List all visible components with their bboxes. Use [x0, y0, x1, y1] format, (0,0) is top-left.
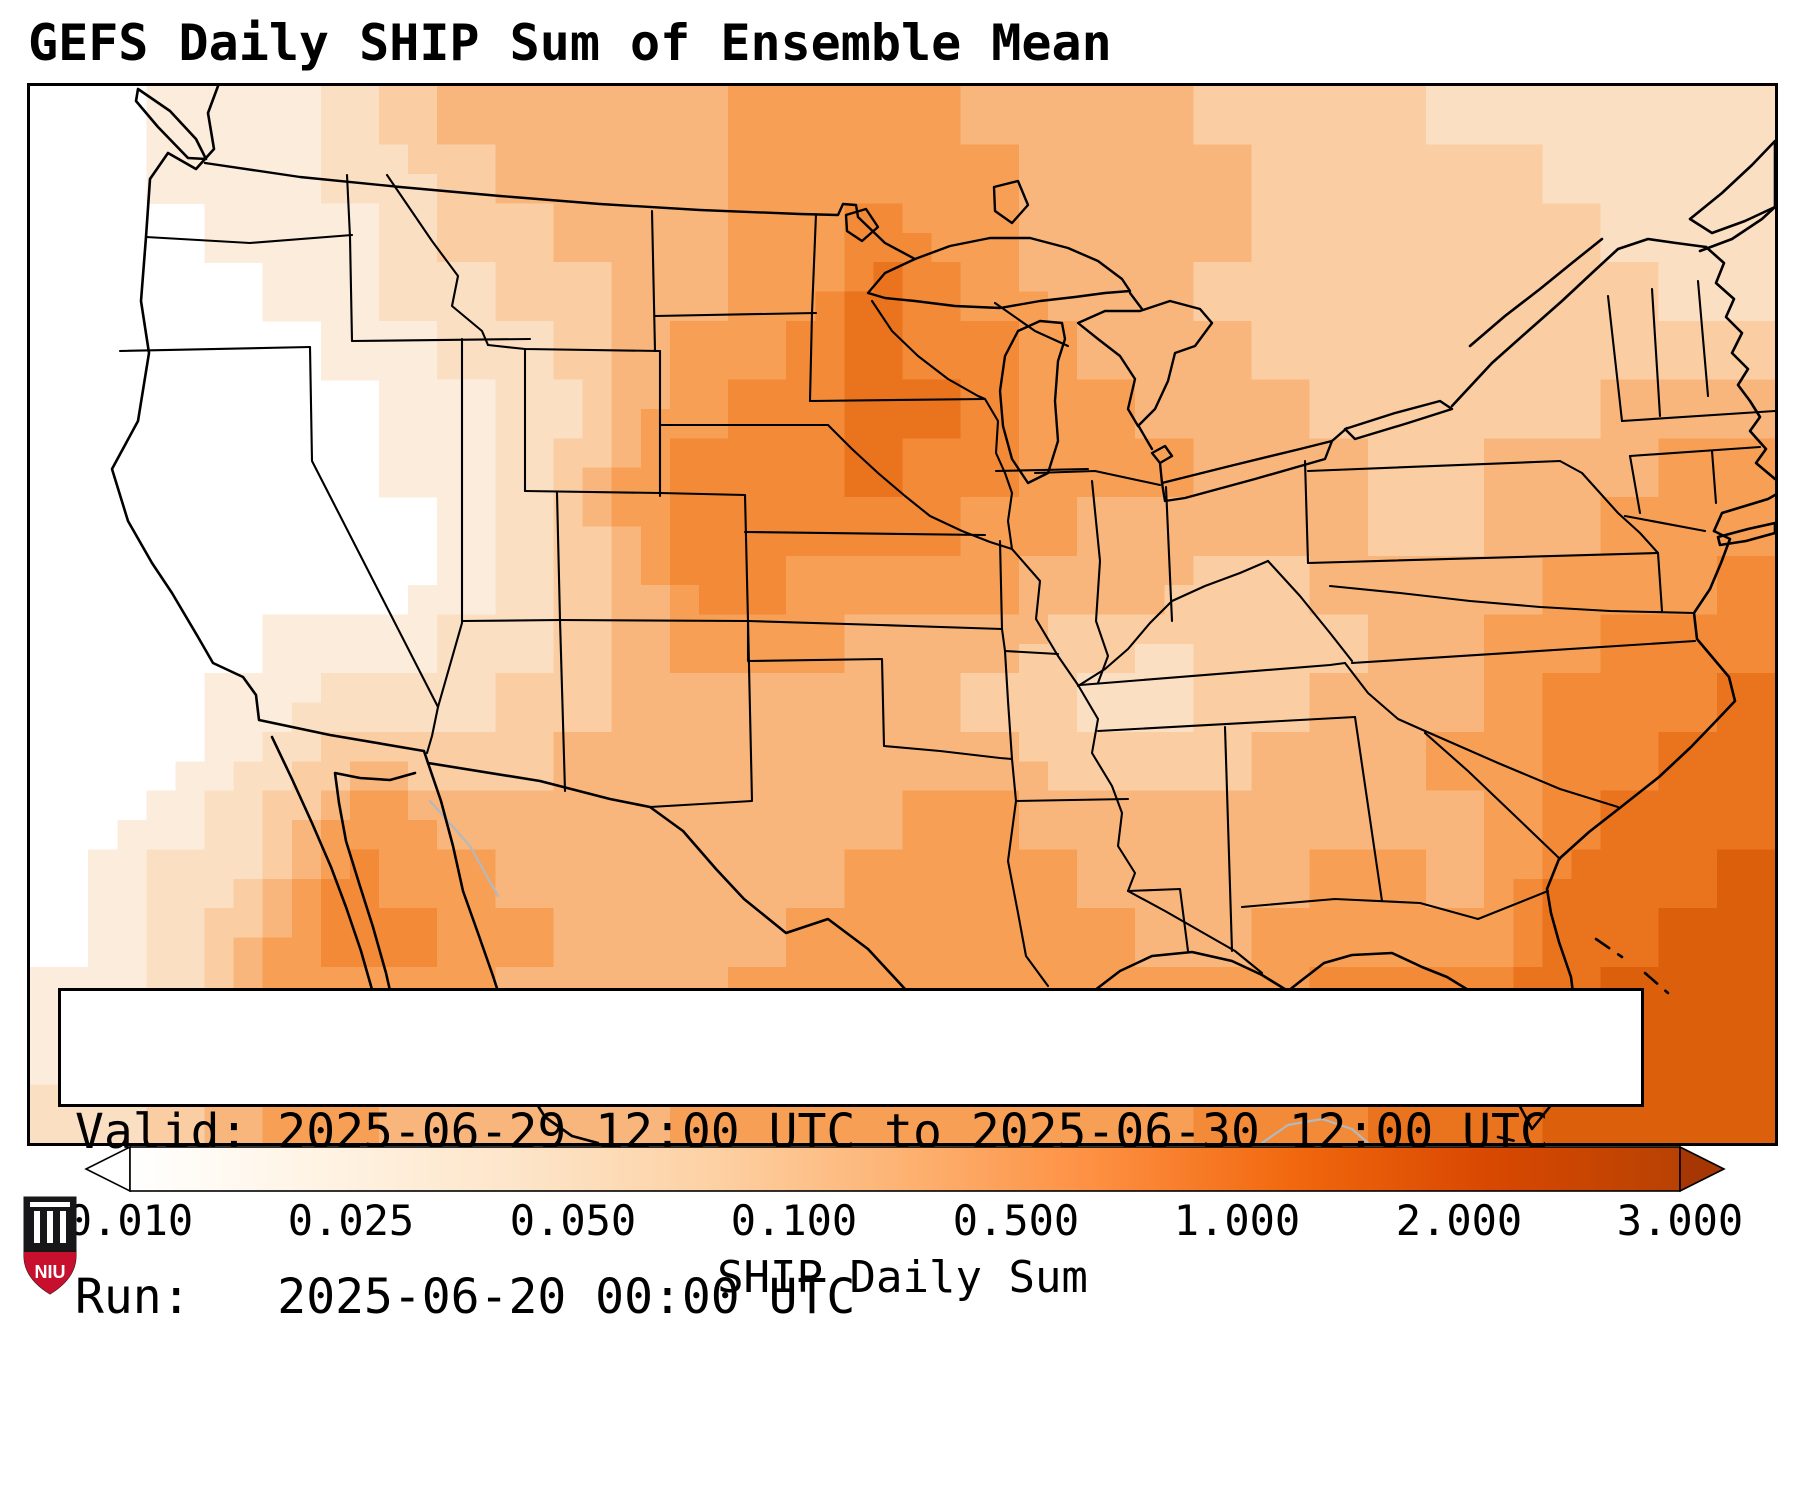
st-lawrence-north — [1468, 237, 1604, 348]
conus-coast — [110, 86, 1737, 1131]
colorbar-over-arrow — [1679, 1146, 1726, 1192]
logo-column — [47, 1211, 53, 1243]
colorbar-tick: 0.025 — [287, 1196, 415, 1245]
lake-nipigon — [992, 179, 1030, 225]
colorbar-label: SHIP Daily Sum — [717, 1252, 1088, 1303]
colorbar — [84, 1146, 1726, 1192]
state-borders — [118, 173, 1775, 988]
colorbar-gradient-bar — [129, 1146, 1681, 1192]
coastlines — [110, 86, 1775, 1143]
new-england-coast — [1712, 493, 1775, 533]
lake-huron — [1076, 299, 1214, 428]
logo-red-band — [24, 1252, 76, 1294]
logo-battlement — [30, 1202, 70, 1207]
info-box: Valid: 2025-06-29 12:00 UTC to 2025-06-3… — [58, 988, 1644, 1325]
lake-st-clair — [1136, 423, 1174, 485]
maine-coast — [1704, 245, 1775, 481]
niagara-border — [1330, 426, 1349, 443]
logo-column — [34, 1211, 40, 1243]
bay-of-fundy — [1698, 205, 1775, 253]
lake-superior — [866, 236, 1132, 310]
lake-ontario — [1343, 399, 1454, 441]
niu-logo: NIU — [23, 1196, 77, 1295]
lake-of-the-woods — [844, 207, 880, 243]
logo-column — [60, 1211, 66, 1243]
map-panel: Valid: 2025-06-29 12:00 UTC to 2025-06-3… — [27, 83, 1778, 1325]
colorbar-tick: 2.000 — [1395, 1196, 1523, 1245]
run-line: Run: 2025-06-20 00:00 UTC — [75, 1269, 856, 1325]
colorbar-tick: 0.050 — [509, 1196, 637, 1245]
canada-border — [203, 161, 917, 261]
colorbar-under-arrow — [84, 1146, 131, 1192]
superior-huron-connector — [1128, 291, 1144, 311]
lake-erie — [1160, 439, 1334, 503]
nova-scotia — [1688, 139, 1775, 235]
colorbar-tick: 0.500 — [952, 1196, 1080, 1245]
page-title: GEFS Daily SHIP Sum of Ensemble Mean — [28, 14, 1112, 72]
florida-keys — [1496, 1135, 1526, 1143]
colorbar-tick: 0.010 — [66, 1196, 194, 1245]
colorbar-tick: 0.100 — [730, 1196, 858, 1245]
national-borders — [203, 161, 1349, 443]
vancouver-island — [134, 87, 208, 161]
colorbar-tick: 3.000 — [1616, 1196, 1744, 1245]
colorbar-tick: 1.000 — [1173, 1196, 1301, 1245]
heatmap-layer — [30, 86, 1775, 1143]
st-lawrence-south — [1450, 237, 1708, 408]
long-island — [1716, 521, 1775, 547]
logo-text: NIU — [35, 1262, 66, 1282]
map-canvas — [30, 86, 1775, 1143]
